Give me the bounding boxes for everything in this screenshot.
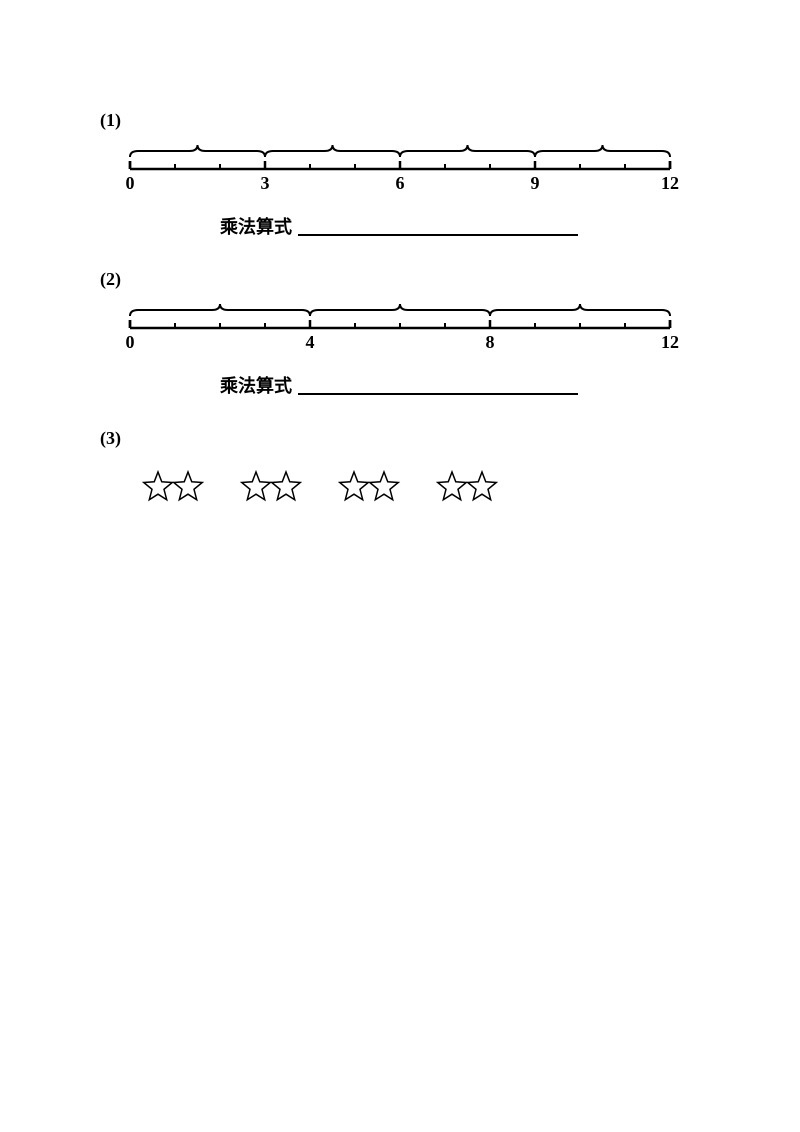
numberline-1-wrap: 0 3 6 9 12 [120, 139, 700, 199]
star-group [238, 469, 298, 505]
star-group [336, 469, 396, 505]
svg-text:3: 3 [261, 173, 270, 193]
star-icon [268, 469, 304, 505]
numberline-1: 0 3 6 9 12 [120, 139, 680, 199]
problem-3: (3) [100, 428, 700, 505]
star-icon [366, 469, 402, 505]
problem-3-label: (3) [100, 428, 700, 449]
problem-2: (2) 0 4 8 12 乘法算式 [100, 269, 700, 398]
svg-text:8: 8 [486, 332, 495, 352]
star-icon [464, 469, 500, 505]
svg-text:6: 6 [396, 173, 405, 193]
star-group [434, 469, 494, 505]
numberline-2-wrap: 0 4 8 12 [120, 298, 700, 358]
formula-row-1: 乘法算式 [220, 213, 700, 239]
numberline-2: 0 4 8 12 [120, 298, 680, 358]
svg-text:4: 4 [306, 332, 315, 352]
star-group [140, 469, 200, 505]
svg-text:0: 0 [126, 173, 135, 193]
svg-text:12: 12 [661, 332, 679, 352]
formula-line-2 [298, 393, 578, 395]
star-icon [170, 469, 206, 505]
svg-text:9: 9 [531, 173, 540, 193]
problem-1-label: (1) [100, 110, 700, 131]
svg-text:0: 0 [126, 332, 135, 352]
problem-1: (1) 0 3 6 9 12 乘法算式 [100, 110, 700, 239]
formula-row-2: 乘法算式 [220, 372, 700, 398]
formula-label-2: 乘法算式 [220, 372, 292, 398]
page: (1) 0 3 6 9 12 乘法算式 (2) 0 4 8 12 乘法算式 (3) [0, 0, 800, 505]
svg-text:12: 12 [661, 173, 679, 193]
stars-row [140, 469, 700, 505]
problem-2-label: (2) [100, 269, 700, 290]
formula-label-1: 乘法算式 [220, 213, 292, 239]
formula-line-1 [298, 234, 578, 236]
